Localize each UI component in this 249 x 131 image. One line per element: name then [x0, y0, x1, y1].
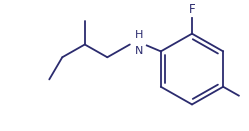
Text: H: H: [135, 30, 143, 40]
Text: F: F: [189, 3, 195, 16]
Text: N: N: [135, 47, 143, 56]
